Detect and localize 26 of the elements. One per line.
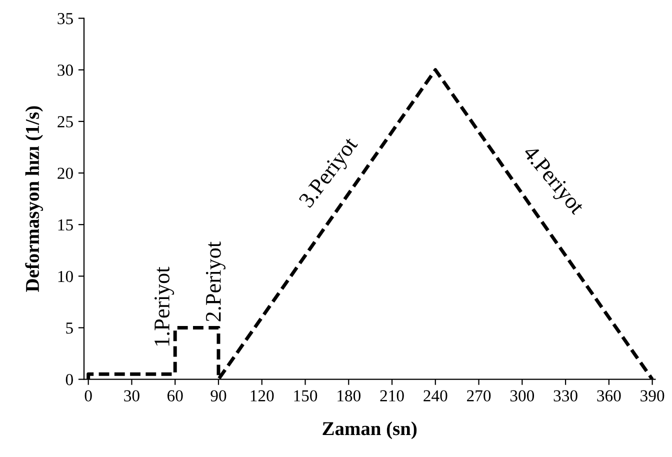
x-tick-label: 30: [124, 390, 140, 402]
y-tick-label: 20: [58, 168, 73, 179]
x-axis-title: Zaman (sn): [322, 422, 417, 440]
x-tick-label: 360: [597, 390, 621, 402]
annotation: 2.Periyot: [206, 242, 226, 322]
y-tick-label: 35: [58, 13, 73, 24]
x-tick-label: 240: [424, 390, 448, 402]
x-tick-label: 0: [84, 390, 92, 402]
y-tick-label: 10: [58, 270, 73, 282]
x-tick-label: 330: [554, 390, 578, 402]
y-tick-label: 15: [58, 219, 73, 231]
y-tick-label: 30: [58, 64, 73, 76]
y-axis-title: Deformasyon hızı (1/s): [25, 106, 44, 292]
y-tick-label: 5: [66, 322, 73, 334]
x-tick-label: 150: [294, 390, 318, 402]
x-tick-label: 120: [250, 390, 274, 402]
x-tick-label: 270: [467, 390, 491, 402]
y-tick-label: 25: [58, 116, 73, 128]
x-tick-label: 90: [210, 390, 226, 402]
x-tick-label: 210: [380, 390, 404, 402]
x-tick-label: 390: [640, 390, 664, 402]
x-tick-label: 60: [167, 390, 183, 402]
x-tick-label: 180: [338, 390, 360, 402]
x-tick-label: 300: [510, 390, 534, 402]
annotation: 1.Periyot: [154, 266, 174, 346]
y-tick-label: 0: [66, 374, 73, 386]
